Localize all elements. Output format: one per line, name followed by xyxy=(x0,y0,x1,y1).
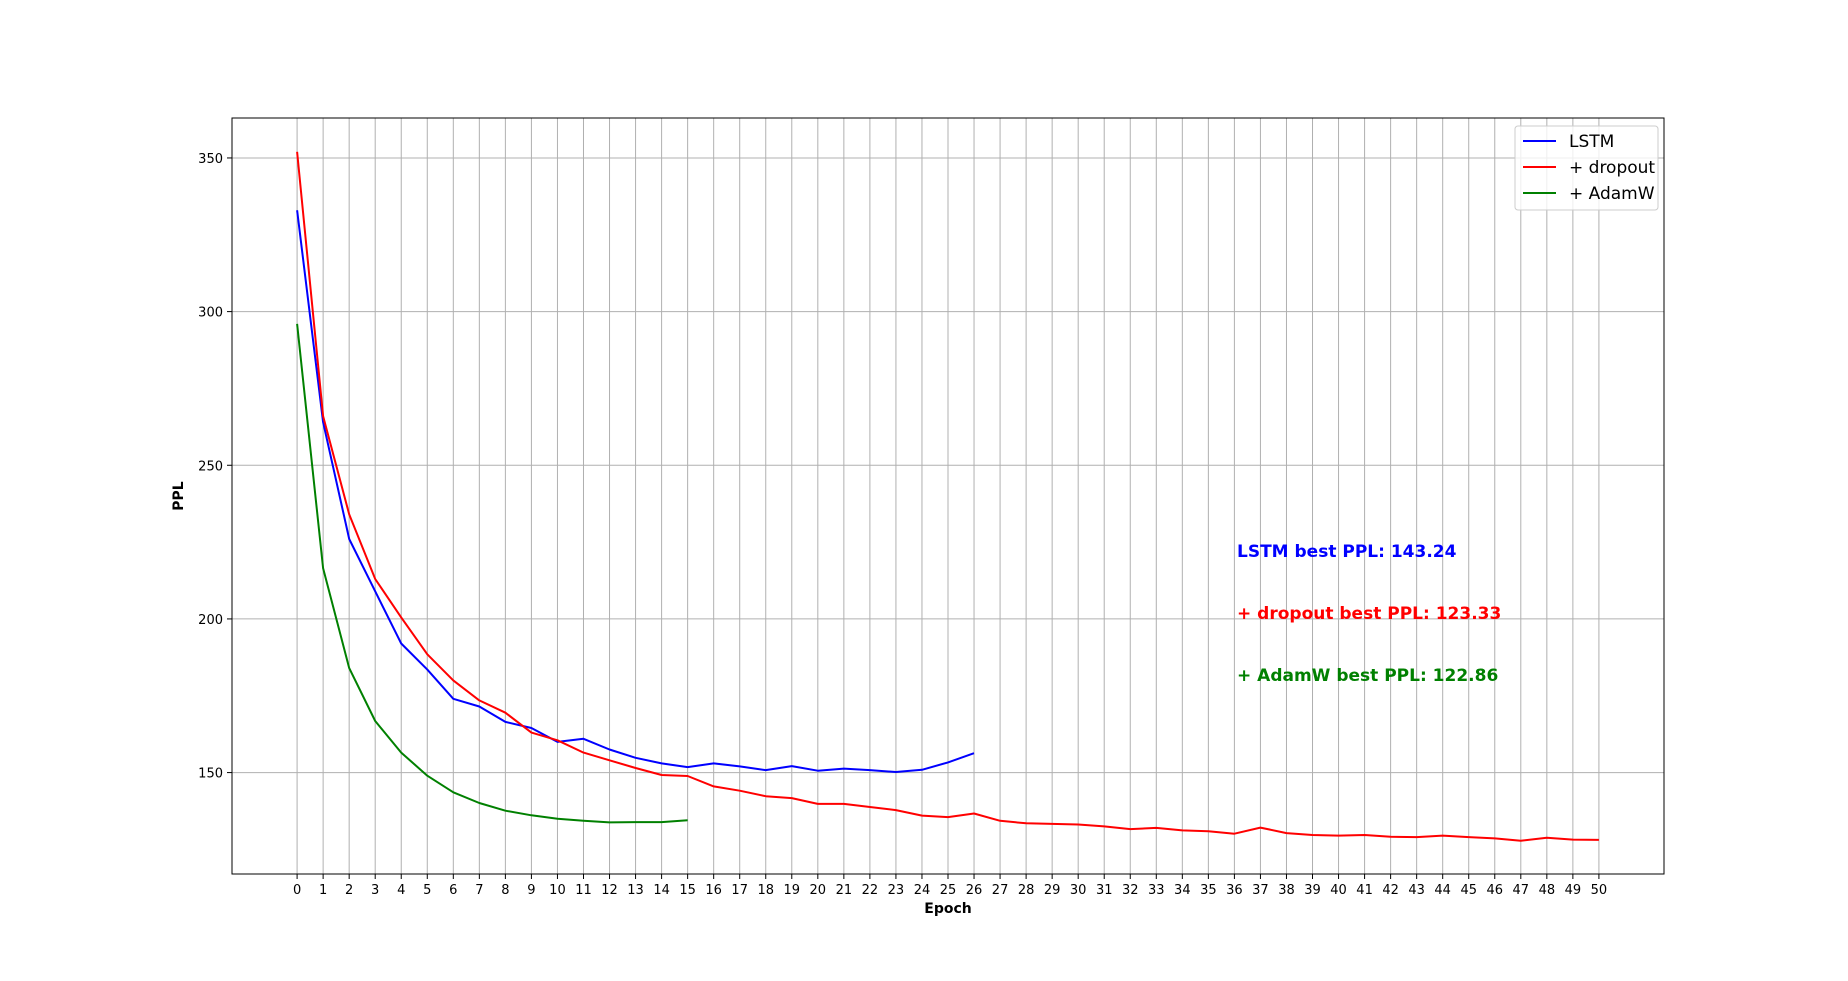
x-tick-label: 43 xyxy=(1408,883,1425,898)
x-tick-label: 20 xyxy=(810,883,827,898)
x-tick-label: 48 xyxy=(1539,883,1556,898)
x-tick-label: 36 xyxy=(1226,883,1243,898)
x-tick-label: 39 xyxy=(1304,883,1321,898)
x-tick-label: 3 xyxy=(371,883,379,898)
y-tick-label: 250 xyxy=(198,459,223,474)
x-tick-label: 9 xyxy=(527,883,535,898)
series-line-dropout xyxy=(296,151,1599,842)
x-tick-label: 42 xyxy=(1382,883,1399,898)
x-tick-label: 45 xyxy=(1460,883,1477,898)
x-tick-label: 33 xyxy=(1148,883,1165,898)
axis-ticks: 0 1 2 3 4 5 6 7 8 9 10 11 12 13 14 15 16 17 18 19 20 21 22 23 24… xyxy=(198,152,1607,898)
x-tick-label: 16 xyxy=(705,883,722,898)
x-tick-label: 44 xyxy=(1434,883,1451,898)
x-tick-label: 6 xyxy=(449,883,457,898)
x-tick-label: 29 xyxy=(1044,883,1061,898)
x-tick-label: 4 xyxy=(397,883,405,898)
x-tick-label: 27 xyxy=(992,883,1009,898)
x-tick-label: 41 xyxy=(1356,883,1373,898)
x-tick-label: 13 xyxy=(627,883,644,898)
annotation-adamw-best: + AdamW best PPL: 122.86 xyxy=(1237,666,1498,686)
x-tick-label: 30 xyxy=(1070,883,1087,898)
x-tick-label: 28 xyxy=(1018,883,1035,898)
y-tick-label: 350 xyxy=(198,152,223,167)
y-tick-label: 200 xyxy=(198,613,223,628)
x-tick-label: 50 xyxy=(1591,883,1608,898)
series-line-adamw xyxy=(296,323,688,824)
x-tick-label: 5 xyxy=(423,883,431,898)
x-tick-label: 1 xyxy=(319,883,327,898)
x-tick-label: 0 xyxy=(293,883,301,898)
x-tick-label: 37 xyxy=(1252,883,1269,898)
x-tick-label: 22 xyxy=(862,883,879,898)
series-line-lstm xyxy=(296,210,975,773)
x-tick-label: 12 xyxy=(601,883,618,898)
series-lines xyxy=(296,151,1599,842)
y-axis-title: PPL xyxy=(171,481,187,511)
x-tick-label: 26 xyxy=(966,883,983,898)
grid xyxy=(232,118,1664,874)
x-tick-label: 19 xyxy=(784,883,801,898)
x-tick-label: 47 xyxy=(1513,883,1530,898)
x-tick-label: 32 xyxy=(1122,883,1139,898)
annotation-dropout-best: + dropout best PPL: 123.33 xyxy=(1237,604,1501,624)
x-tick-label: 21 xyxy=(836,883,853,898)
x-tick-label: 17 xyxy=(731,883,748,898)
legend: LSTM + dropout + AdamW xyxy=(1514,125,1659,211)
x-tick-label: 24 xyxy=(914,883,931,898)
y-tick-label: 150 xyxy=(198,767,223,782)
best-ppl-annotations: LSTM best PPL: 143.24 + dropout best PPL… xyxy=(1237,542,1501,686)
x-tick-label: 34 xyxy=(1174,883,1191,898)
x-tick-label: 46 xyxy=(1486,883,1503,898)
x-tick-label: 23 xyxy=(888,883,905,898)
x-axis-title: Epoch xyxy=(924,901,971,917)
x-tick-label: 40 xyxy=(1330,883,1347,898)
x-tick-label: 8 xyxy=(501,883,509,898)
x-tick-label: 2 xyxy=(345,883,353,898)
legend-label-lstm: LSTM xyxy=(1569,132,1614,152)
x-tick-label: 14 xyxy=(653,883,670,898)
legend-box xyxy=(1514,125,1659,211)
x-tick-label: 38 xyxy=(1278,883,1295,898)
x-tick-label: 7 xyxy=(475,883,483,898)
x-tick-label: 25 xyxy=(940,883,957,898)
legend-label-adamw: + AdamW xyxy=(1569,184,1655,204)
x-tick-label: 35 xyxy=(1200,883,1217,898)
annotation-lstm-best: LSTM best PPL: 143.24 xyxy=(1237,542,1457,562)
x-tick-label: 15 xyxy=(679,883,696,898)
legend-label-dropout: + dropout xyxy=(1569,158,1655,178)
x-tick-label: 31 xyxy=(1096,883,1113,898)
x-tick-label: 10 xyxy=(549,883,566,898)
x-tick-label: 11 xyxy=(575,883,592,898)
y-tick-label: 300 xyxy=(198,306,223,321)
x-tick-label: 49 xyxy=(1565,883,1582,898)
x-tick-label: 18 xyxy=(757,883,774,898)
